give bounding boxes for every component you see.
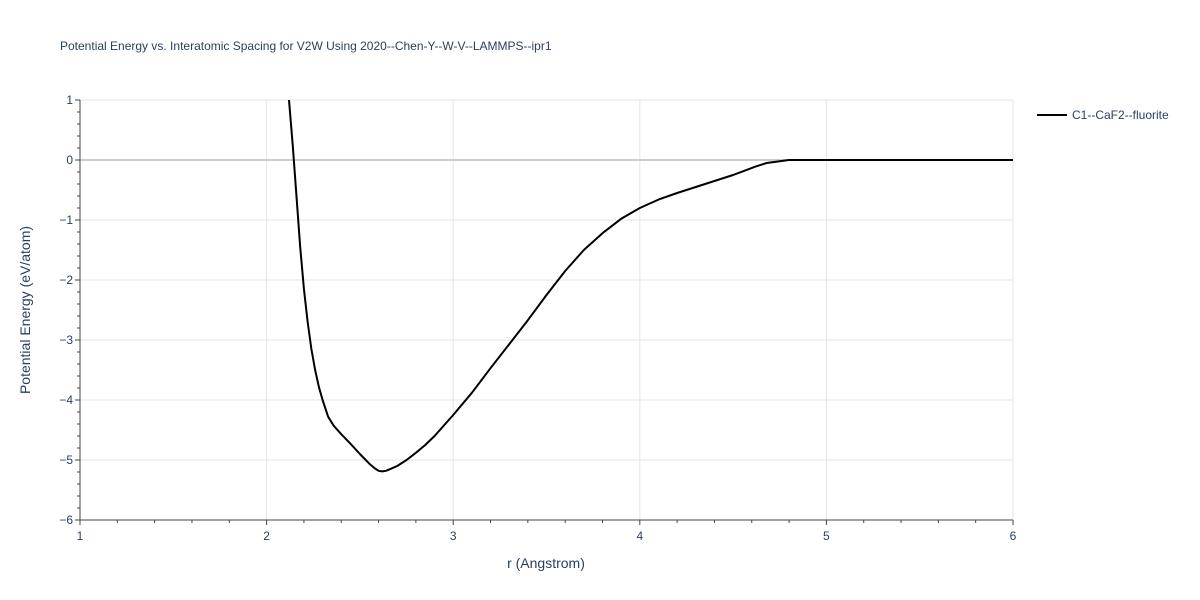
x-tick-label: 6 [1010, 529, 1017, 543]
legend-label: C1--CaF2--fluorite [1072, 108, 1169, 122]
y-tick-label: −4 [59, 393, 73, 407]
chart-title: Potential Energy vs. Interatomic Spacing… [60, 39, 552, 53]
y-tick-label: −1 [59, 213, 73, 227]
y-tick-label: −3 [59, 333, 73, 347]
x-axis-ticks: 1 2 3 4 5 6 [77, 520, 1017, 543]
x-tick-label: 2 [263, 529, 270, 543]
y-tick-label: 1 [66, 93, 73, 107]
x-tick-label: 5 [823, 529, 830, 543]
axis-lines [79, 100, 1013, 521]
x-tick-label: 1 [77, 529, 84, 543]
series-line [287, 99, 1013, 473]
x-axis-title: r (Angstrom) [507, 555, 585, 571]
x-gridlines [266, 100, 1014, 520]
y-tick-label: 0 [66, 153, 73, 167]
x-tick-label: 3 [450, 529, 457, 543]
x-tick-label: 4 [636, 529, 643, 543]
y-tick-label: −5 [59, 453, 73, 467]
y-axis-title: Potential Energy (eV/atom) [17, 226, 33, 394]
y-gridlines [80, 99, 1013, 461]
y-axis-ticks: 1 0 −1 −2 −3 −4 −5 −6 [59, 93, 80, 527]
y-tick-label: −2 [59, 273, 73, 287]
series-layer [287, 99, 1013, 473]
legend[interactable]: C1--CaF2--fluorite [1037, 108, 1169, 122]
y-tick-label: −6 [59, 513, 73, 527]
